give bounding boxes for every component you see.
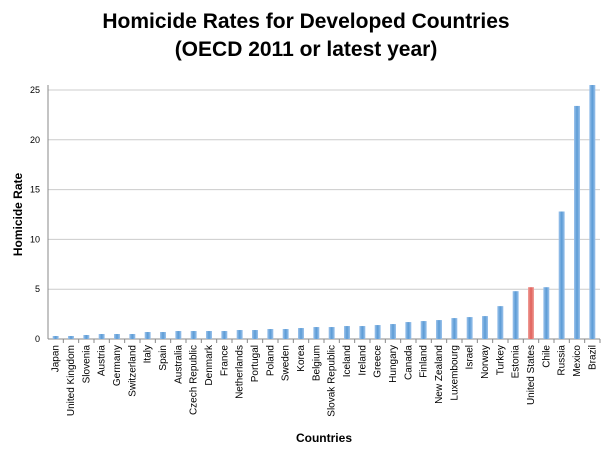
bar-france — [221, 331, 228, 339]
bar-estonia — [512, 291, 519, 339]
x-tick-label: United Kingdom — [66, 345, 77, 416]
x-axis-label: Countries — [296, 431, 352, 445]
bar-italy — [144, 332, 151, 339]
chart-subtitle: (OECD 2011 or latest year) — [174, 38, 438, 61]
bar-mexico — [574, 105, 580, 339]
x-tick-label: Brazil — [587, 345, 598, 370]
bar-iceland — [344, 326, 350, 339]
bar-japan — [52, 336, 59, 339]
x-tick-label: Austria — [97, 345, 108, 377]
y-axis-label: Homicide Rate — [11, 172, 25, 256]
bar-russia — [558, 211, 565, 339]
bar-hungary — [390, 324, 396, 339]
bar-ireland — [359, 326, 366, 339]
bar-korea — [298, 328, 304, 339]
x-tick-label: Poland — [265, 345, 276, 376]
x-tick-label: Chile — [541, 345, 552, 368]
x-tick-label: Greece — [373, 345, 384, 378]
bar-netherlands — [236, 330, 243, 339]
x-tick-label: Hungary — [388, 345, 399, 383]
bar-slovak-republic — [328, 327, 335, 339]
bar-brazil — [589, 85, 596, 340]
x-tick-label: Germany — [112, 345, 123, 386]
x-tick-label: Luxembourg — [449, 345, 460, 401]
x-tick-label: Korea — [296, 345, 307, 372]
y-tick-label: 25 — [30, 85, 40, 95]
x-tick-label: Belgium — [311, 345, 322, 381]
x-tick-label: Japan — [51, 345, 62, 372]
x-tick-label: Italy — [143, 345, 154, 363]
y-tick-label: 5 — [35, 284, 40, 294]
bar-slovenia — [83, 335, 90, 339]
bar-canada — [405, 322, 412, 339]
y-tick-label: 0 — [35, 334, 40, 344]
bar-norway — [482, 316, 488, 339]
bar-sweden — [282, 329, 289, 339]
bar-luxembourg — [451, 318, 458, 339]
x-tick-label: Australia — [173, 345, 184, 384]
y-tick-label: 10 — [30, 234, 40, 244]
x-tick-label: Iceland — [342, 345, 353, 377]
x-tick-label: Turkey — [495, 345, 506, 375]
x-tick-label: Israel — [465, 345, 476, 369]
x-tick-label: Sweden — [281, 345, 292, 381]
x-tick-label: Norway — [480, 345, 491, 379]
x-tick-label: New Zealand — [434, 345, 445, 404]
x-tick-label: Netherlands — [235, 345, 246, 399]
bar-united-kingdom — [68, 336, 74, 339]
bar-belgium — [313, 327, 320, 339]
bar-poland — [267, 329, 274, 339]
bar-turkey — [497, 306, 504, 339]
bar-czech-republic — [190, 331, 197, 339]
x-tick-label: Finland — [419, 345, 430, 378]
bar-germany — [114, 334, 120, 339]
bar-portugal — [252, 330, 258, 339]
bar-finland — [420, 321, 427, 339]
x-tick-label: Canada — [403, 345, 414, 380]
bar-switzerland — [129, 334, 136, 339]
bar-spain — [160, 332, 166, 339]
x-tick-label: Spain — [158, 345, 169, 371]
bar-denmark — [206, 331, 212, 339]
x-tick-label: Ireland — [357, 345, 368, 376]
x-tick-label: Mexico — [572, 345, 583, 377]
x-tick-label: Estonia — [511, 345, 522, 379]
bar-austria — [98, 334, 105, 339]
x-tick-label: Czech Republic — [189, 345, 200, 415]
x-tick-label: Portugal — [250, 345, 261, 382]
x-tick-label: United States — [526, 345, 537, 405]
bar-israel — [466, 317, 473, 339]
x-tick-label: Denmark — [204, 344, 215, 386]
x-tick-label: Russia — [557, 345, 568, 376]
bar-chile — [543, 287, 550, 339]
bar-new-zealand — [436, 320, 442, 339]
x-tick-label: France — [219, 345, 230, 377]
bar-united-states — [528, 287, 534, 339]
y-tick-label: 20 — [30, 135, 40, 145]
chart-title: Homicide Rates for Developed Countries — [102, 10, 510, 33]
bar-australia — [175, 331, 182, 339]
x-tick-label: Slovenia — [81, 345, 92, 384]
y-tick-label: 15 — [30, 185, 40, 195]
x-tick-label: Switzerland — [127, 345, 138, 397]
x-tick-label: Slovak Republic — [327, 345, 338, 417]
bar-greece — [374, 325, 381, 339]
